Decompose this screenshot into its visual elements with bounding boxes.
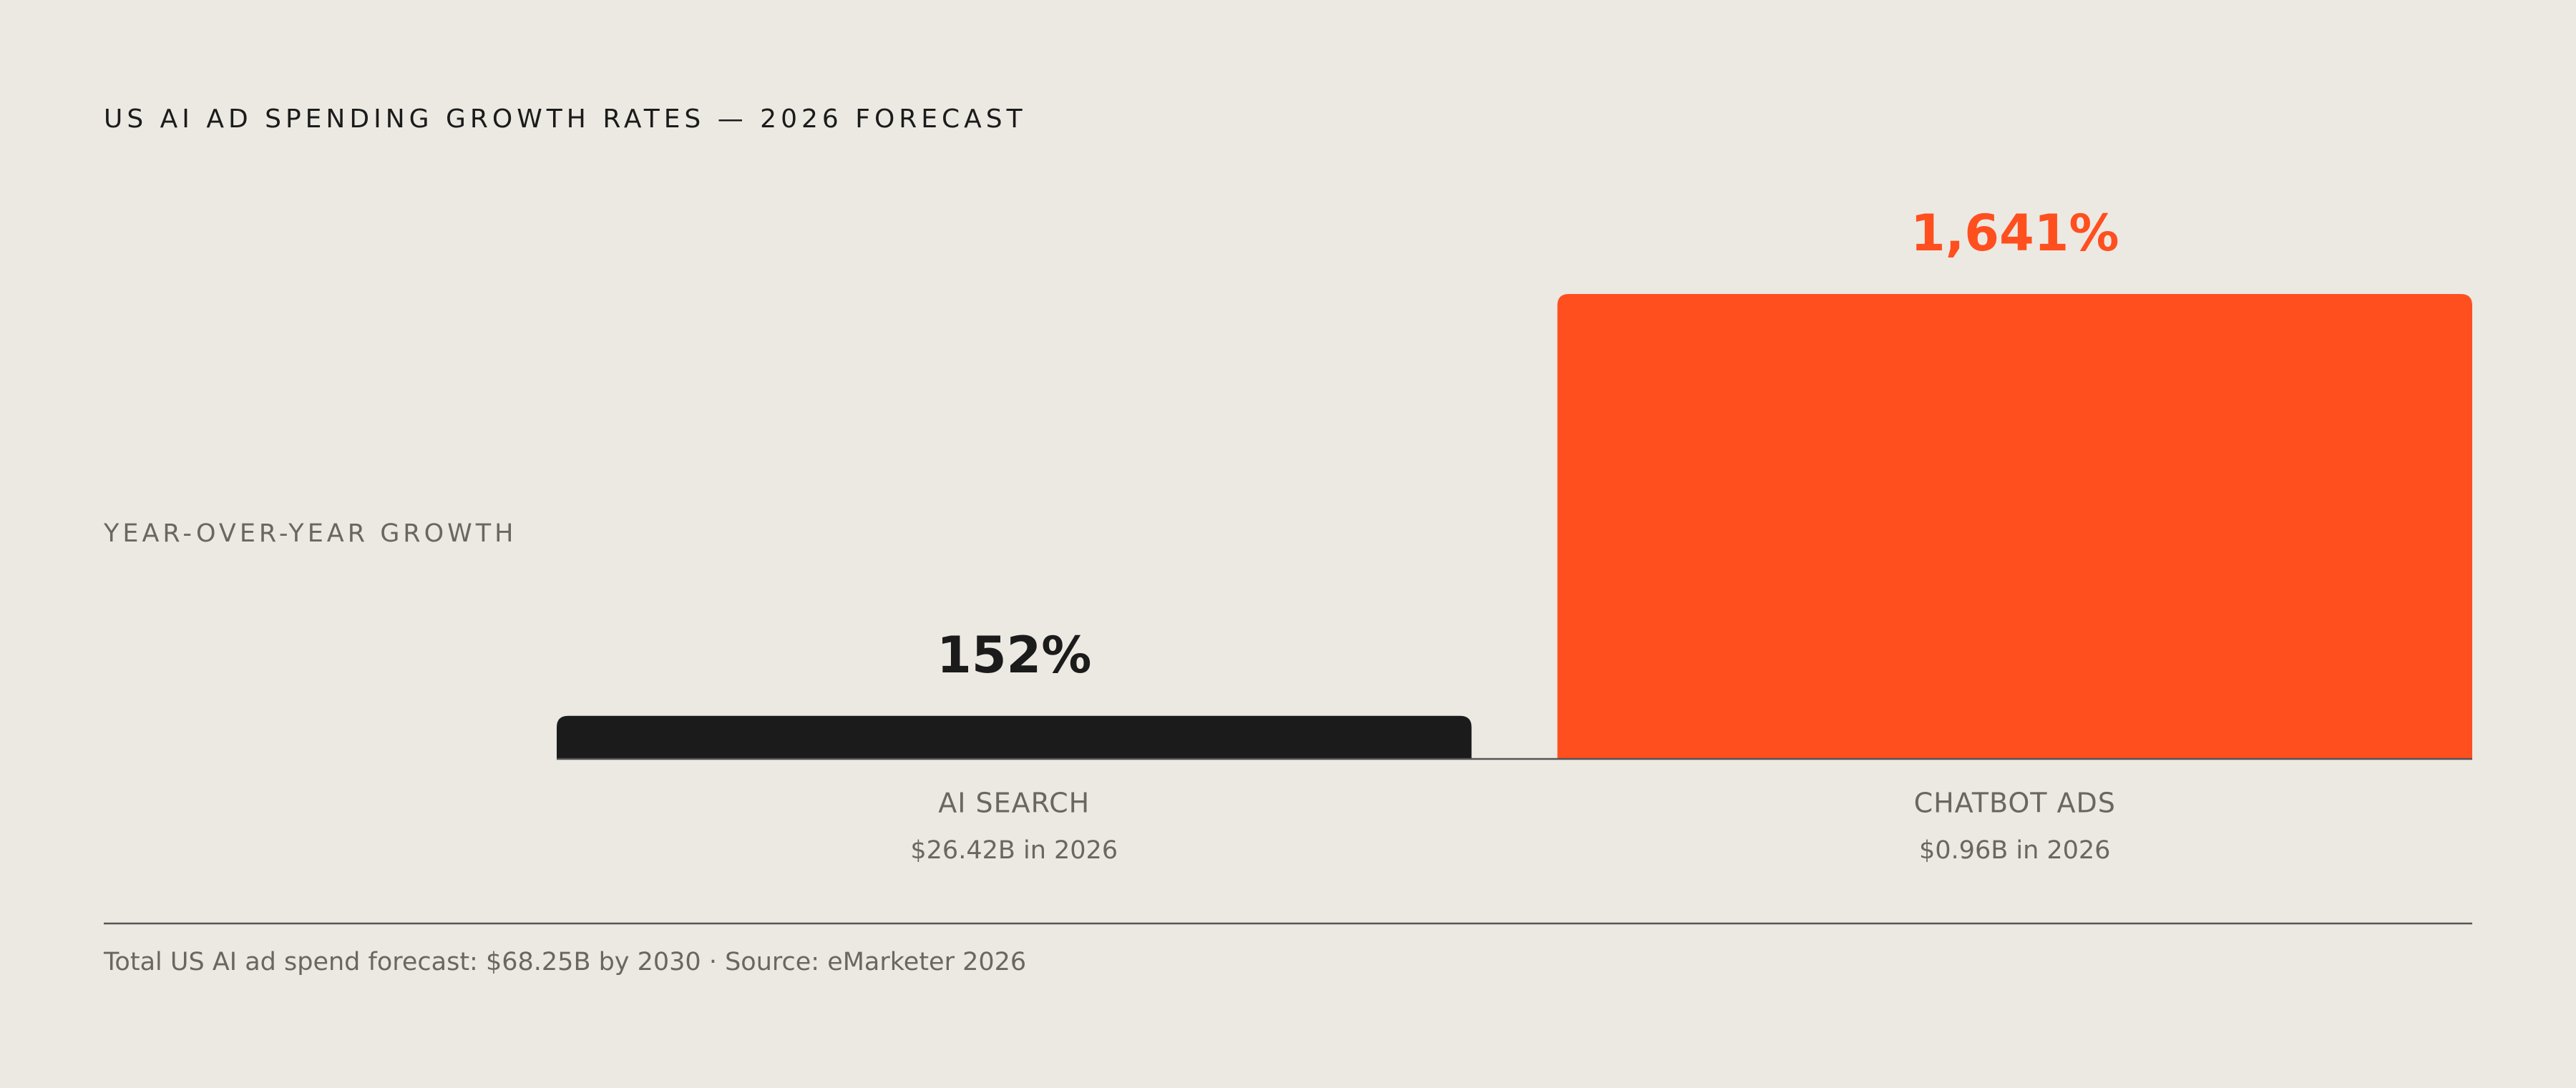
- bar: [1557, 294, 2472, 759]
- value-label: 152%: [937, 626, 1091, 685]
- bar: [557, 715, 1472, 759]
- category-note: $26.42B in 2026: [910, 836, 1118, 865]
- footer: Total US AI ad spend forecast: $68.25B b…: [103, 948, 1026, 976]
- category-note: $0.96B in 2026: [1919, 836, 2110, 865]
- category-label: CHATBOT ADS: [1914, 788, 2116, 819]
- value-label: 1,641%: [1911, 204, 2119, 263]
- y-axis-label: YEAR-OVER-YEAR GROWTH: [103, 519, 517, 548]
- category-label: AI SEARCH: [938, 788, 1090, 819]
- chart-title: US AI AD SPENDING GROWTH RATES — 2026 FO…: [104, 104, 1027, 134]
